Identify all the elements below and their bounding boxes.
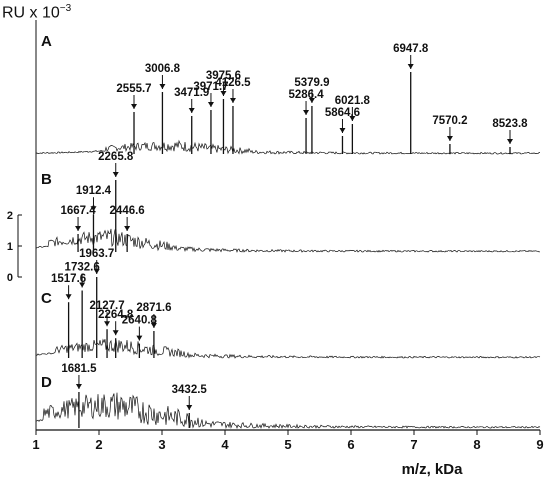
x-axis-title: m/z, kDa [402,461,464,478]
peak-arrow-head [65,294,72,300]
peak-arrow-head [150,323,157,328]
peak-label: 1912.4 [76,185,112,197]
y-axis-title: RU x 10−3 [2,3,71,22]
spectrum-trace-c [35,338,541,359]
peak-label: 3975.6 [206,70,241,82]
peak-arrow-head [90,206,97,212]
peak-arrow-head [186,405,193,410]
peak-arrow-head [79,282,86,288]
peak-label: 2127.7 [89,300,124,312]
peak-arrow-head [131,104,138,109]
peak-arrow-head [75,384,82,389]
peak-label: 2265.8 [98,151,134,163]
peak-arrow-head [188,108,195,113]
peak-arrow-head [159,84,166,89]
peak-label: 2264.8 [98,309,134,321]
peak-label: 8523.8 [492,118,528,130]
peak-label: 1667.4 [60,205,96,217]
peak-label: 1517.6 [51,273,86,285]
peak-label: 4126.5 [215,77,251,89]
peak-arrow-head [349,116,356,121]
peak-label: 1963.7 [79,248,114,260]
peak-label: 3971.7 [193,81,228,93]
peak-label: 5379.9 [294,77,329,89]
peak-label: 2555.7 [116,83,151,95]
peak-arrow-head [93,269,100,274]
peak-label: 3006.8 [145,63,181,75]
y-axis-title-text: RU x 10 [2,4,60,22]
peak-arrow-head [112,172,119,177]
y-tick-label: 0 [7,272,13,284]
y-tick-label: 2 [7,210,13,222]
spectrum-trace-d [35,392,541,430]
peak-label: 6947.8 [393,43,429,55]
peak-arrow-head [104,321,111,327]
peak-arrow-head [207,102,214,107]
peak-label: 2640.8 [122,315,158,327]
panel-label-d: D [41,374,52,391]
peak-label: 5864.6 [325,107,360,119]
x-tick-label: 1 [32,437,39,452]
peak-label: 1732.6 [65,262,100,274]
peak-arrow-head [446,136,453,141]
x-tick-label: 7 [410,437,417,452]
spectrum-trace-a [35,139,541,155]
peak-label: 5286.4 [288,89,324,101]
peak-arrow-head [339,128,346,133]
peak-arrow-head [229,98,236,103]
peak-arrow-head [112,330,119,336]
peak-arrow-head [220,91,227,96]
peak-label: 3471.9 [174,87,209,99]
peak-arrow-head [136,335,143,341]
x-tick-label: 8 [473,437,480,452]
peak-label: 2871.6 [136,302,171,314]
x-tick-label: 3 [158,437,165,452]
peak-arrow-head [308,98,315,103]
axes-group: 1 2 3 4 5 6 7 8 9 0 1 2 [7,20,544,452]
spectra-group [35,72,541,430]
spectrum-trace-b [35,228,541,253]
x-tick-label: 6 [347,437,354,452]
peak-arrow-head [124,226,131,231]
panel-label-a: A [41,33,52,50]
peak-arrow-head [303,110,310,115]
peak-label: 1681.5 [61,363,97,375]
peak-label: 3432.5 [172,384,208,396]
peak-arrow-head [75,226,82,231]
peak-label: 6021.8 [335,95,371,107]
y-axis-title-exponent: −3 [59,3,72,14]
x-tick-label: 2 [95,437,102,452]
peak-label: 2446.6 [110,205,145,217]
x-tick-label: 9 [536,437,543,452]
y-tick-label: 1 [7,241,13,253]
peak-arrow-head [407,64,414,69]
panel-label-b: B [41,171,52,188]
x-tick-label: 4 [221,437,229,452]
panel-label-c: C [41,290,52,307]
peak-arrow-head [506,139,513,144]
peak-label: 7570.2 [432,115,467,127]
x-tick-label: 5 [284,437,291,452]
